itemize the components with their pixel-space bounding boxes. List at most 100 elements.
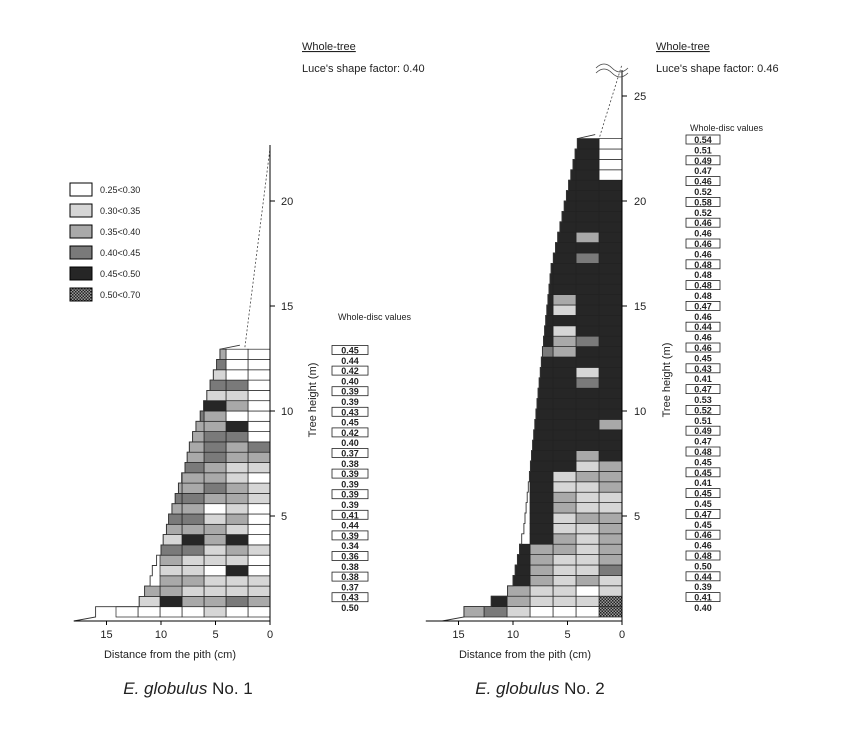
disc-cell	[159, 606, 183, 618]
disc-cell	[529, 575, 554, 587]
disc-cell	[203, 462, 227, 474]
disc-cell	[181, 482, 205, 494]
tree1-distance-ticks: 15 10 5 0	[100, 621, 273, 641]
disc-cell	[575, 169, 600, 181]
disc-cell	[566, 190, 577, 202]
disc-cell	[181, 503, 205, 515]
disc-cell	[575, 231, 600, 243]
disc-cell	[529, 554, 554, 566]
disc-cell	[532, 439, 554, 451]
tree2-header-title: Whole-tree	[656, 41, 710, 53]
disc-cell	[184, 462, 205, 474]
disc-cell	[575, 346, 600, 358]
disc-cell	[225, 472, 249, 484]
tree1-disc-title: Whole-disc values	[338, 312, 412, 322]
disc-cell	[247, 390, 271, 402]
disc-value: 0.45	[694, 457, 712, 467]
disc-cell	[203, 523, 227, 535]
disc-cell	[225, 359, 249, 371]
disc-cell	[181, 575, 205, 587]
legend-label-4: 0.40<0.45	[100, 248, 140, 258]
disc-value: 0.48	[694, 281, 712, 291]
disc-value-box	[685, 363, 721, 374]
disc-cell	[212, 369, 227, 381]
disc-value: 0.46	[694, 239, 712, 249]
disc-value-box	[685, 342, 721, 353]
disc-cell	[575, 523, 600, 535]
distance-tick-label: 5	[212, 629, 218, 641]
disc-cell	[529, 543, 554, 555]
disc-value: 0.47	[694, 509, 712, 519]
disc-cell	[575, 242, 600, 254]
disc-cell	[598, 346, 623, 358]
disc-value: 0.38	[341, 562, 359, 572]
disc-cell	[598, 190, 623, 202]
disc-cell	[575, 325, 600, 337]
disc-value: 0.43	[341, 407, 359, 417]
tree1-shape-factor: Luce's shape factor: 0.40	[302, 63, 425, 75]
disc-cell	[225, 410, 249, 422]
disc-cell	[598, 543, 623, 555]
disc-cell	[552, 575, 577, 587]
disc-cell	[506, 606, 531, 618]
disc-cell	[575, 294, 600, 306]
disc-cell	[247, 359, 271, 371]
disc-cell	[598, 148, 623, 160]
disc-cell	[225, 585, 249, 597]
distance-tick-label: 15	[452, 629, 464, 641]
disc-cell	[517, 554, 531, 566]
disc-cell	[576, 138, 600, 150]
disc-value-box	[685, 259, 721, 270]
disc-value: 0.58	[694, 197, 712, 207]
disc-cell	[539, 367, 554, 379]
disc-value-box	[685, 384, 721, 395]
disc-value-box	[331, 592, 369, 603]
tree2-xlabel: Distance from the pith (cm)	[459, 649, 591, 661]
disc-cell	[247, 400, 271, 412]
disc-cell	[533, 429, 554, 441]
disc-value: 0.39	[694, 582, 712, 592]
tree2-disc-title: Whole-disc values	[690, 123, 764, 133]
disc-cell	[247, 441, 271, 453]
disc-cell	[247, 503, 271, 515]
tree2-caption: E. globulus No. 2	[475, 679, 604, 698]
disc-cell	[174, 493, 183, 505]
disc-cell	[225, 441, 249, 453]
disc-cell	[512, 575, 531, 587]
disc-cell	[247, 565, 271, 577]
disc-cell	[598, 387, 623, 399]
disc-value: 0.34	[341, 541, 359, 551]
disc-value-box	[331, 551, 369, 561]
disc-cell	[506, 595, 531, 607]
disc-value: 0.47	[694, 437, 712, 447]
disc-cell	[203, 575, 227, 587]
disc-cell	[546, 304, 554, 316]
disc-value: 0.47	[694, 385, 712, 395]
disc-cell	[203, 585, 227, 597]
legend: 0.25<0.30 0.30<0.35 0.35<0.40 0.40<0.45 …	[69, 182, 140, 302]
disc-cell	[575, 471, 600, 483]
disc-cell	[159, 565, 183, 577]
disc-value-box	[331, 509, 369, 520]
disc-cell	[225, 503, 249, 515]
disc-value: 0.40	[341, 438, 359, 448]
disc-cell	[225, 606, 249, 618]
disc-cell	[598, 335, 623, 347]
disc-cell	[203, 513, 227, 525]
disc-cell	[225, 348, 249, 360]
disc-cell	[247, 379, 271, 391]
disc-cell	[575, 304, 600, 316]
disc-cell	[575, 585, 600, 597]
height-tick-label: 15	[634, 301, 646, 313]
tree1-caption: E. globulus No. 1	[123, 679, 252, 698]
disc-cell	[225, 400, 249, 412]
disc-cell	[575, 533, 600, 545]
disc-value: 0.51	[694, 145, 712, 155]
disc-cell	[225, 513, 249, 525]
disc-cell	[115, 606, 139, 618]
disc-cell	[552, 387, 577, 399]
tree2-disc-values: 0.400.410.390.440.500.480.460.460.450.47…	[685, 134, 721, 613]
disc-cell	[181, 493, 205, 505]
disc-value-box	[685, 217, 721, 228]
disc-value: 0.42	[341, 366, 359, 376]
